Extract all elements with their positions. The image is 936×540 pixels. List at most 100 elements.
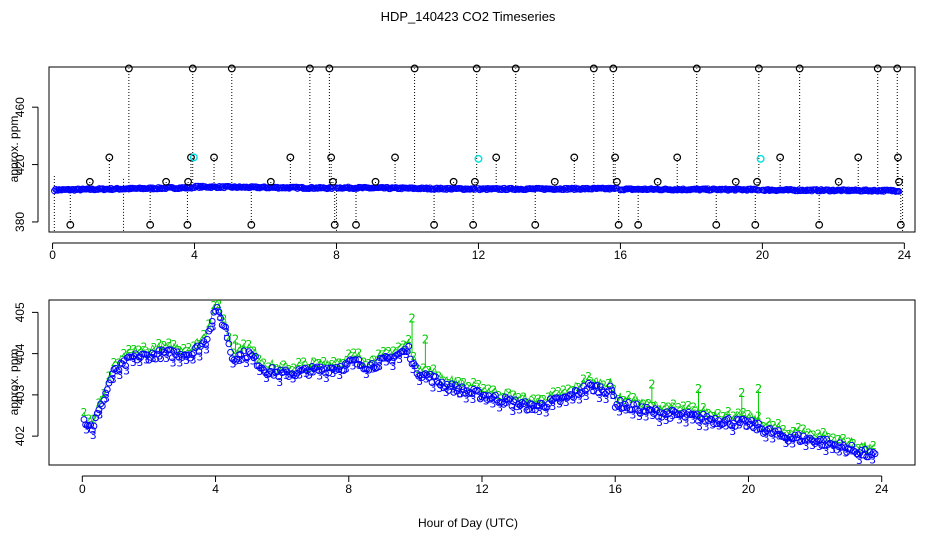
green-point-label: 2: [680, 399, 687, 412]
green-point-label: 2: [465, 380, 472, 393]
blue-point: [230, 356, 238, 364]
blue-point: [631, 405, 639, 413]
blue-point-label: 3: [110, 373, 117, 386]
blue-point: [516, 402, 524, 410]
highlight-point: [474, 154, 483, 163]
blue-point-label: 3: [843, 447, 850, 460]
blue-point: [240, 347, 248, 355]
blue-point: [648, 406, 656, 414]
blue-point: [88, 426, 96, 434]
blue-point: [651, 405, 659, 413]
bottom-panel: 2222222222222222222222222222222222222222…: [7, 298, 916, 496]
green-point-label: 2: [350, 347, 357, 360]
blue-point: [212, 307, 219, 315]
green-point-label: 2: [181, 342, 188, 355]
blue-point-label: 3: [117, 369, 124, 382]
blue-point-label: 3: [643, 411, 650, 424]
spike-point: [85, 177, 94, 186]
blue-point: [343, 361, 351, 368]
blue-point: [503, 395, 511, 403]
blue-point-label: 3: [630, 409, 637, 422]
blue-point: [170, 347, 178, 355]
blue-point: [570, 394, 577, 401]
blue-point: [730, 419, 737, 427]
spike-point: [471, 177, 479, 186]
blue-point: [705, 417, 712, 424]
blue-point: [620, 404, 627, 411]
blue-point: [280, 368, 288, 376]
green-point-label: 2: [295, 356, 302, 369]
spike-point: [815, 220, 824, 229]
green-spike-label: 2: [232, 332, 239, 346]
blue-point-label: 3: [277, 376, 284, 389]
blue-point-label: 3: [789, 438, 796, 451]
green-point-label: 2: [685, 399, 692, 412]
green-point-label: 2: [855, 442, 862, 455]
bottom-x-tick-label: 24: [875, 482, 889, 496]
blue-point: [588, 381, 596, 389]
green-point-label: 2: [520, 390, 527, 403]
blue-point-label: 3: [137, 356, 144, 369]
blue-point: [122, 362, 130, 370]
blue-point: [267, 367, 274, 375]
green-point-label: 2: [111, 356, 118, 369]
spike-point: [550, 177, 559, 186]
baseline-point: [146, 184, 154, 192]
blue-point: [250, 354, 258, 362]
baseline-point: [175, 185, 182, 193]
spike-point: [449, 177, 458, 186]
blue-point: [869, 448, 877, 456]
green-point-label: 2: [455, 375, 462, 388]
blue-point: [556, 398, 564, 406]
blue-point: [258, 364, 266, 372]
green-point-label: 2: [395, 341, 402, 354]
spike-point: [896, 220, 905, 229]
blue-point: [593, 381, 601, 389]
green-point-label: 2: [166, 336, 173, 349]
green-point-label: 2: [770, 419, 777, 432]
blue-point: [208, 317, 216, 325]
top-x-tick-label: 12: [472, 248, 486, 262]
bottom-x-tick-label: 12: [475, 482, 489, 496]
spike-point: [227, 64, 236, 73]
blue-point: [825, 441, 832, 448]
spike-point: [162, 177, 171, 186]
green-point-label: 2: [196, 338, 203, 351]
green-point-label: 2: [186, 341, 193, 354]
x-axis-title: Hour of Day (UTC): [418, 516, 518, 530]
green-point-label: 2: [645, 397, 652, 410]
green-point-label: 2: [740, 406, 747, 419]
blue-point: [803, 435, 811, 442]
spike-point: [614, 220, 623, 229]
green-point-label: 2: [535, 393, 542, 406]
blue-point: [282, 366, 289, 374]
blue-point: [387, 353, 394, 361]
blue-point-label: 3: [163, 352, 170, 365]
blue-point-label: 3: [869, 454, 876, 467]
blue-point: [621, 400, 629, 408]
blue-point: [450, 388, 458, 396]
spike-point: [893, 64, 902, 73]
green-point-label: 2: [281, 359, 288, 372]
blue-point: [337, 363, 344, 370]
top-plot-frame: [48, 66, 916, 233]
blue-point: [370, 363, 378, 371]
blue-point: [530, 402, 538, 410]
green-point-label: 2: [256, 352, 263, 365]
top-x-axis: 0 4 8 12 16 20 24: [49, 242, 911, 262]
blue-point: [713, 420, 721, 428]
spike-point: [795, 64, 804, 73]
blue-point-label: 3: [729, 425, 736, 438]
blue-point: [330, 365, 338, 373]
blue-point: [245, 348, 253, 355]
green-point-label: 2: [271, 362, 278, 375]
green-point-label: 2: [670, 397, 677, 410]
green-point-label: 2: [615, 393, 622, 406]
blue-point-label: 3: [410, 363, 417, 376]
green-point-label: 2: [575, 381, 582, 394]
green-point-label: 2: [400, 338, 407, 351]
green-point-label: 2: [675, 401, 682, 414]
blue-point-label: 3: [83, 424, 90, 437]
top-y-axis-label: approx. ppm: [7, 116, 21, 183]
